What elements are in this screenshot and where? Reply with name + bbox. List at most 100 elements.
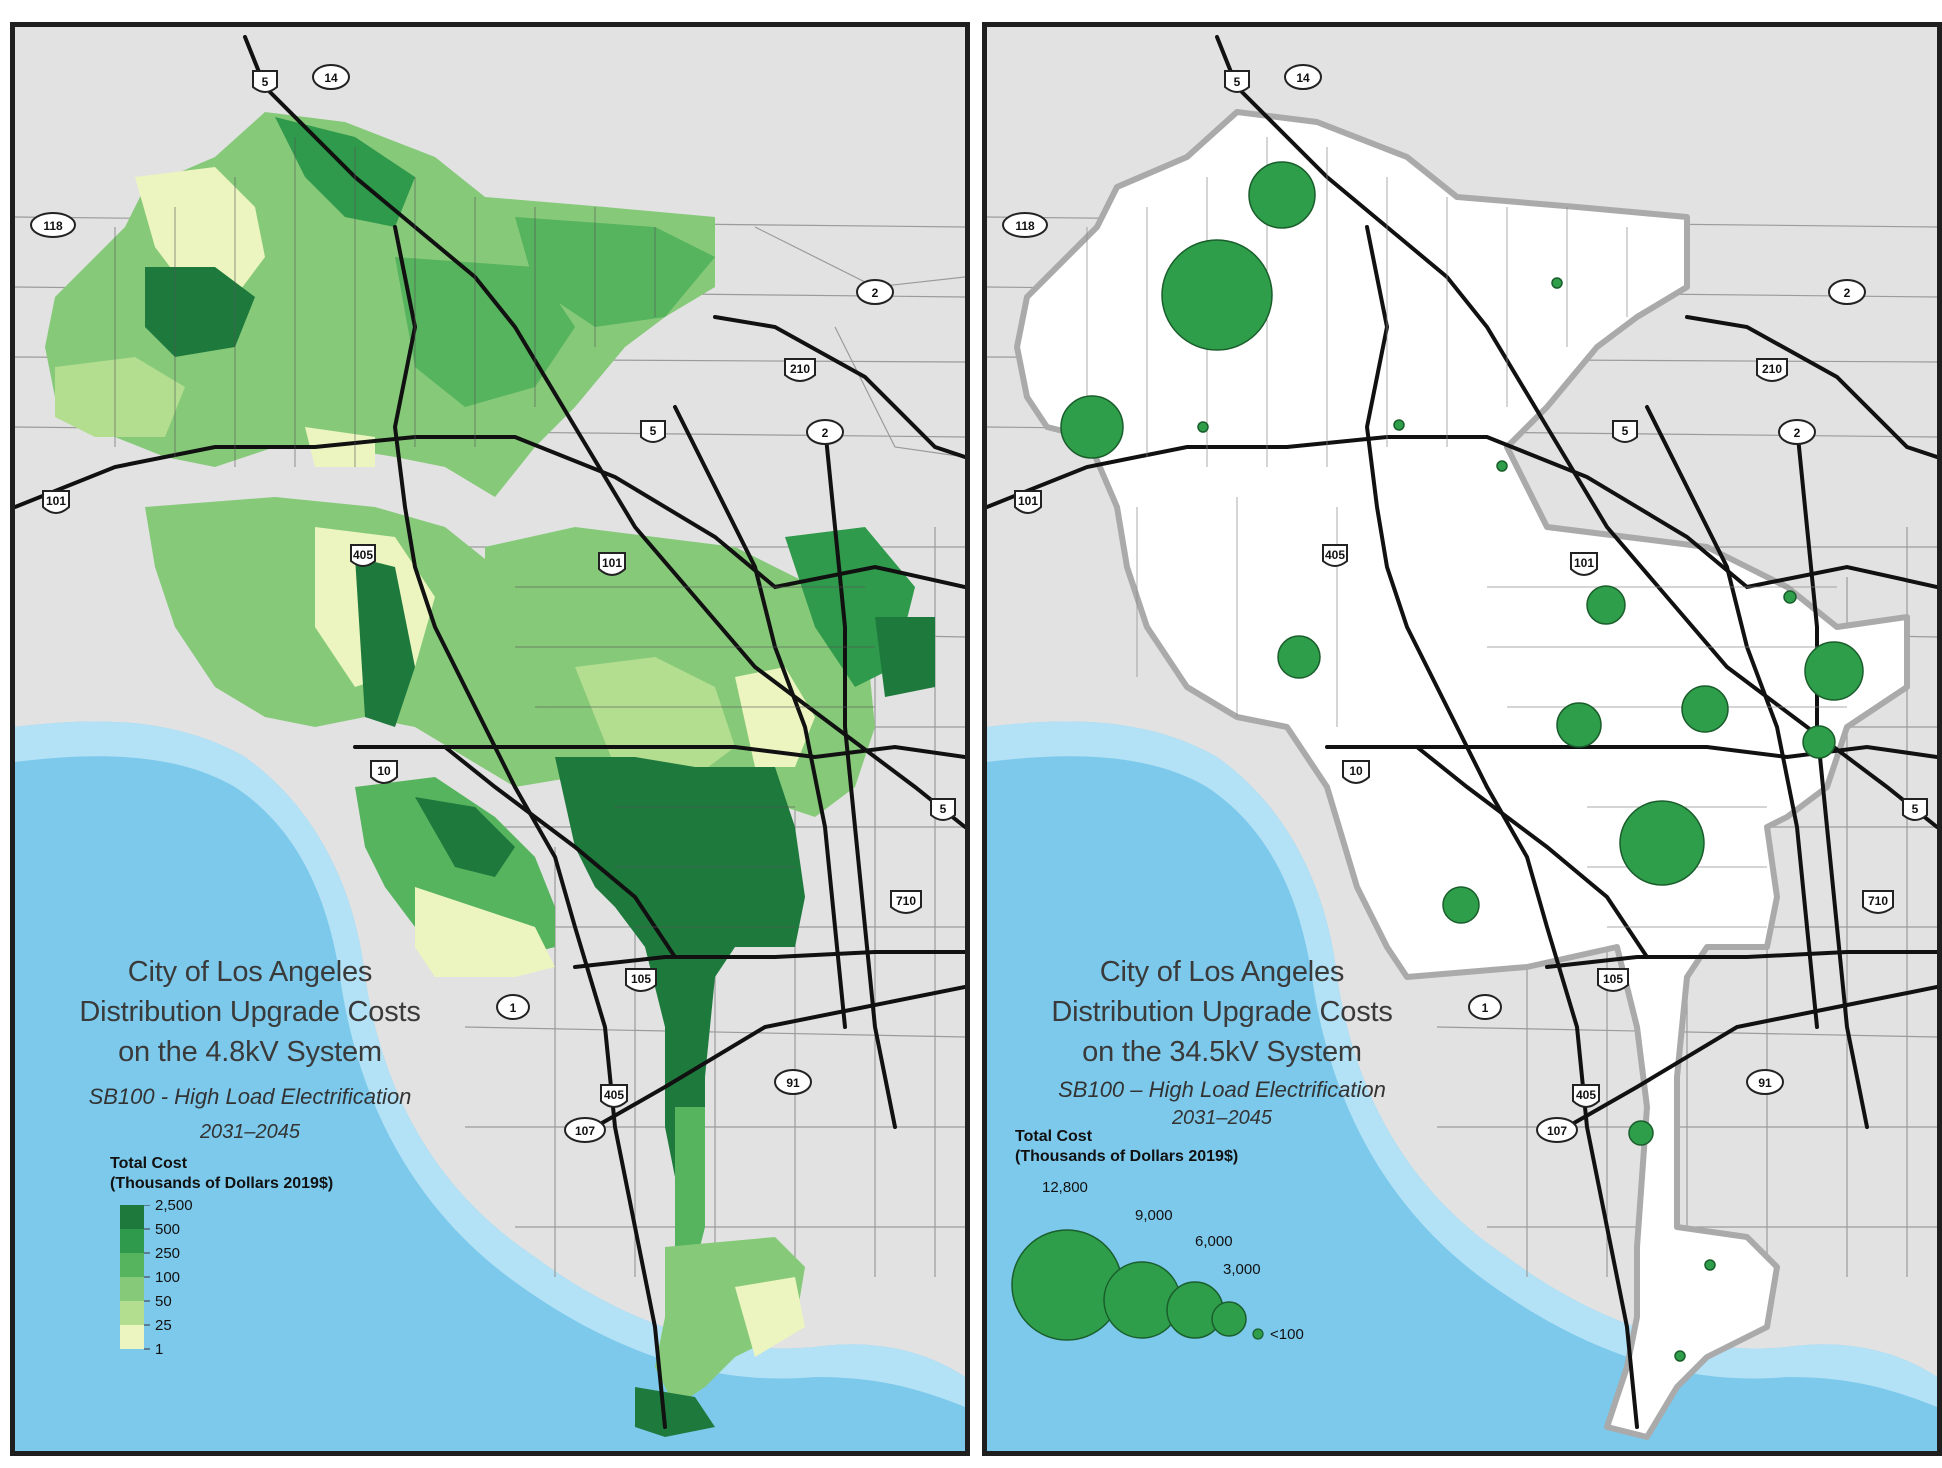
- legend-symbol-12800: [1011, 1229, 1123, 1341]
- shield-i710: 710: [1862, 890, 1894, 914]
- shield-i5-mid: 5: [640, 420, 666, 443]
- shield-i405-south: 405: [600, 1084, 628, 1108]
- symbol-5: [1197, 421, 1209, 433]
- svg-text:710: 710: [1868, 894, 1888, 908]
- symbol-8: [1586, 585, 1626, 625]
- svg-text:105: 105: [631, 972, 651, 986]
- symbol-10: [1277, 635, 1321, 679]
- district-nw-dark: [145, 267, 255, 357]
- shield-2-upper: 2: [1828, 279, 1866, 305]
- district-streets: [114, 137, 875, 928]
- symbol-7: [1496, 460, 1508, 472]
- major-highways: [15, 35, 965, 1429]
- symbol-11: [1556, 702, 1602, 748]
- symbol-12: [1681, 685, 1729, 733]
- map-subtitle: SB100 - High Load Electrification: [88, 1084, 412, 1109]
- legend-swatch-5: [120, 1301, 144, 1325]
- svg-text:5: 5: [1912, 802, 1919, 816]
- legend-break-25: 25: [155, 1317, 172, 1334]
- ocean: [15, 721, 965, 1451]
- shield-i105: 105: [625, 968, 657, 992]
- shield-91: 91: [1746, 1069, 1784, 1095]
- svg-text:118: 118: [43, 219, 63, 233]
- svg-text:405: 405: [353, 548, 373, 562]
- legend-label-6000: 6,000: [1195, 1233, 1233, 1250]
- svg-text:14: 14: [1296, 71, 1310, 85]
- legend-break-500: 500: [155, 1221, 181, 1238]
- svg-text:101: 101: [1574, 556, 1594, 570]
- shield-14: 14: [312, 64, 350, 90]
- shield-i710: 710: [890, 890, 922, 914]
- district-east-valley: [515, 217, 715, 327]
- legend-swatches: [120, 1205, 150, 1350]
- svg-text:1: 1: [1482, 1001, 1489, 1015]
- legend-label-12800: 12,800: [1042, 1179, 1088, 1196]
- legend-break-100: 100: [155, 1269, 181, 1286]
- svg-text:210: 210: [790, 362, 810, 376]
- svg-text:14: 14: [324, 71, 338, 85]
- shield-118: 118: [1002, 212, 1048, 238]
- district-harbor: [655, 1237, 805, 1407]
- svg-text:5: 5: [262, 75, 269, 89]
- district-east-right: [875, 617, 935, 697]
- legend-title-line-1: Total Cost: [110, 1155, 188, 1172]
- legend-symbols: [1011, 1229, 1264, 1341]
- title-line-2: Distribution Upgrade Costs: [1051, 996, 1393, 1028]
- symbol-14: [1802, 725, 1836, 759]
- shield-us101-west: 101: [42, 490, 70, 514]
- svg-text:10: 10: [377, 764, 391, 778]
- symbol-17: [1628, 1120, 1654, 1146]
- symbol-6: [1393, 419, 1405, 431]
- svg-text:10: 10: [1349, 764, 1363, 778]
- legend-swatch-3: [120, 1253, 144, 1277]
- symbol-18: [1704, 1259, 1716, 1271]
- legend-swatch-6: [120, 1325, 144, 1349]
- highway-shields-left: 5 14 118 2 210 5 2 101 405 101 10 5 710 …: [30, 64, 956, 1143]
- symbol-9: [1783, 590, 1797, 604]
- svg-text:118: 118: [1015, 219, 1035, 233]
- shield-107: 107: [564, 1117, 606, 1143]
- city-boundary: [1014, 109, 1910, 1440]
- title-line-3: on the 34.5kV System: [1082, 1036, 1362, 1068]
- svg-text:101: 101: [46, 494, 66, 508]
- cost-symbols: [1060, 161, 1864, 1362]
- district-hills-dark: [355, 557, 415, 727]
- legend-swatch-1: [120, 1205, 144, 1229]
- legend-break-50: 50: [155, 1293, 172, 1310]
- svg-text:710: 710: [896, 894, 916, 908]
- svg-text:2: 2: [1794, 426, 1801, 440]
- district-downtown-light: [735, 667, 815, 767]
- highway-shields-right: 5 14 118 2 210 5 2 101 405 101 10 5 710 …: [1002, 64, 1928, 1143]
- map-34kv-canvas: [987, 35, 1937, 1451]
- map-panel-4kv: 5 14 118 2 210 5 2 101 405 101 10 5 710 …: [10, 22, 970, 1456]
- district-valley-light: [305, 427, 375, 467]
- shield-118: 118: [30, 212, 76, 238]
- svg-text:405: 405: [604, 1088, 624, 1102]
- svg-text:105: 105: [1603, 972, 1623, 986]
- symbol-2: [1161, 239, 1273, 351]
- shield-i10: 10: [1342, 760, 1370, 784]
- legend-swatch-2: [120, 1229, 144, 1253]
- district-harbor-light: [735, 1277, 805, 1357]
- shield-i5-east: 5: [1902, 798, 1928, 821]
- shield-2-lower: 2: [1778, 419, 1816, 445]
- svg-text:101: 101: [602, 556, 622, 570]
- legend-symbol-3000: [1211, 1301, 1247, 1337]
- svg-text:107: 107: [575, 1124, 595, 1138]
- shield-i405-mid: 405: [1322, 544, 1348, 567]
- district-south-central: [555, 757, 805, 1177]
- shield-1: 1: [1468, 994, 1502, 1020]
- svg-text:5: 5: [1234, 75, 1241, 89]
- shield-i5-mid: 5: [1612, 420, 1638, 443]
- shield-i5-north: 5: [252, 70, 278, 93]
- title-line-2: Distribution Upgrade Costs: [79, 996, 421, 1028]
- shield-14: 14: [1284, 64, 1322, 90]
- title-line-3: on the 4.8kV System: [118, 1036, 382, 1068]
- legend-label-3000: 3,000: [1223, 1261, 1261, 1278]
- svg-text:107: 107: [1547, 1124, 1567, 1138]
- legend-title-34kv: Total Cost (Thousands of Dollars 2019$): [1015, 1127, 1238, 1167]
- legend-break-2500: 2,500: [155, 1197, 193, 1214]
- symbol-13: [1804, 641, 1864, 701]
- svg-text:2: 2: [872, 286, 879, 300]
- svg-text:5: 5: [940, 802, 947, 816]
